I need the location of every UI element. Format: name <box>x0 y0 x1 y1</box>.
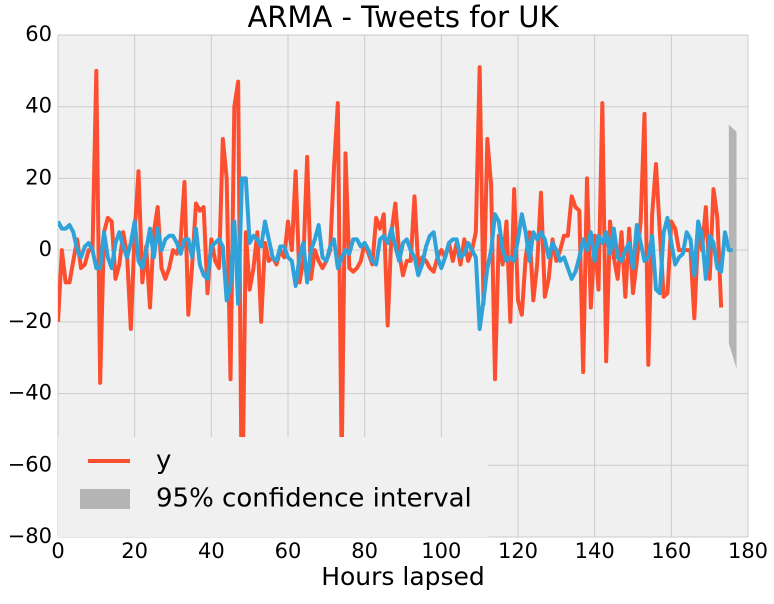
y-tick-label: −20 <box>8 309 52 333</box>
x-tick-label: 0 <box>51 539 64 563</box>
legend-box <box>58 437 488 537</box>
legend-swatch <box>80 489 130 509</box>
x-tick-label: 80 <box>351 539 378 563</box>
x-tick-label: 140 <box>575 539 615 563</box>
x-tick-label: 20 <box>121 539 148 563</box>
y-tick-label: −60 <box>8 452 52 476</box>
chart-title: ARMA - Tweets for UK <box>247 0 559 34</box>
x-tick-label: 100 <box>421 539 461 563</box>
y-tick-label: −80 <box>8 524 52 548</box>
x-tick-label: 180 <box>728 539 768 563</box>
x-tick-label: 40 <box>198 539 225 563</box>
y-tick-label: 40 <box>25 94 52 118</box>
x-tick-label: 60 <box>275 539 302 563</box>
y-tick-label: 60 <box>25 22 52 46</box>
legend-label: y <box>156 446 171 476</box>
x-tick-label: 160 <box>651 539 691 563</box>
confidence-interval <box>728 124 737 369</box>
x-axis-label: Hours lapsed <box>321 562 485 591</box>
y-tick-label: 0 <box>39 237 52 261</box>
legend-label: 95% confidence interval <box>156 484 472 514</box>
y-tick-label: 20 <box>25 165 52 189</box>
y-tick-label: −40 <box>8 381 52 405</box>
series-line <box>58 65 724 536</box>
x-tick-label: 120 <box>498 539 538 563</box>
series-line <box>58 176 733 332</box>
